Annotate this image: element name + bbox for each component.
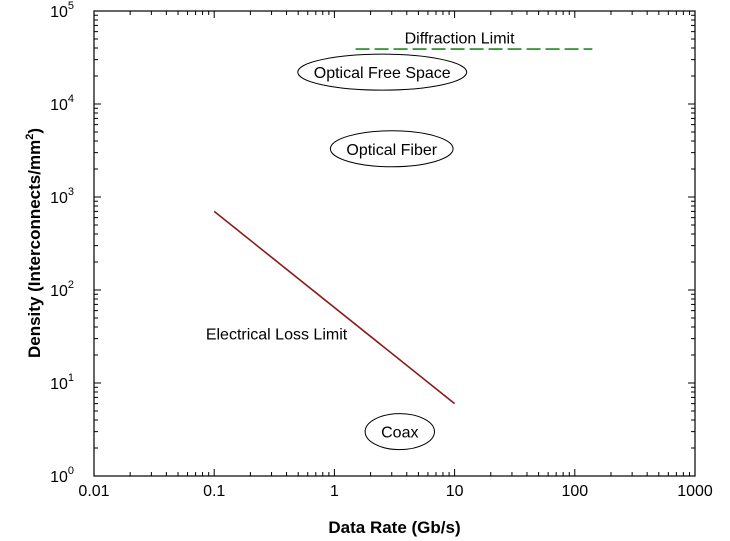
annotation-ellipse-optical-free-space [297, 53, 468, 91]
y-tick-label: 104 [50, 93, 74, 114]
annotation-coax: Coax [381, 425, 418, 442]
annotation-ellipse-optical-fiber [329, 130, 454, 168]
y-tick-label: 102 [50, 279, 74, 300]
y-axis-title-main: Density (Interconnects/mm [25, 140, 44, 358]
annotation-optical-fiber: Optical Fiber [346, 142, 437, 159]
y-axis-title-superscript: 2 [24, 134, 36, 140]
x-tick-label: 1000 [677, 483, 713, 500]
x-tick-label: 1 [330, 483, 339, 500]
y-axis-title: Density (Interconnects/mm2) [24, 128, 44, 358]
x-tick-label: 0.1 [203, 483, 225, 500]
y-tick-labels: 100 101 102 103 104 105 [50, 0, 74, 486]
y-tick-label: 101 [50, 372, 74, 393]
x-tick-label: 10 [446, 483, 464, 500]
annotations: Diffraction Limit Optical Free Space Optic… [206, 30, 516, 451]
x-axis-title: Data Rate (Gb/s) [328, 518, 460, 537]
x-tick-label: 0.01 [78, 483, 109, 500]
y-tick-label: 103 [50, 186, 74, 207]
y-axis-title-close: ) [25, 128, 44, 134]
annotation-diffraction-limit: Diffraction Limit [405, 30, 516, 47]
x-tick-label: 100 [561, 483, 588, 500]
x-tick-labels: 0.01 0.1 1 10 100 1000 [78, 483, 712, 500]
plot-frame [93, 10, 696, 477]
annotation-optical-free-space: Optical Free Space [314, 65, 451, 82]
annotation-ellipse-coax [364, 413, 435, 451]
series-layer [213, 48, 593, 405]
annotation-electrical-loss-limit: Electrical Loss Limit [206, 327, 348, 344]
y-tick-label: 105 [50, 0, 74, 21]
y-tick-label: 100 [50, 465, 74, 486]
electrical-loss-limit-line [213, 210, 456, 405]
axis-ticks [93, 11, 695, 477]
